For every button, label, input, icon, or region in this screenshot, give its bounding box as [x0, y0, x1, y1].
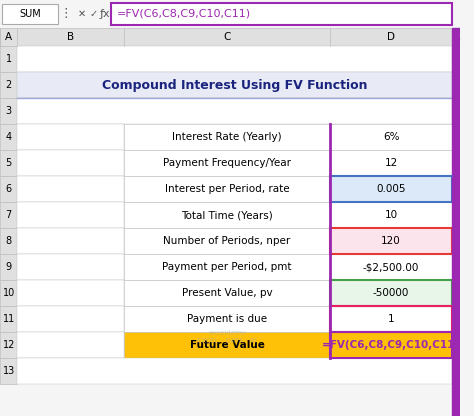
Bar [18, 46, 452, 72]
Bar [330, 280, 452, 306]
Text: 120: 120 [381, 236, 401, 246]
Bar [18, 332, 124, 358]
Bar [18, 72, 452, 98]
Text: Future Value: Future Value [190, 340, 264, 350]
Text: -50000: -50000 [373, 288, 409, 298]
Bar [0, 98, 18, 124]
Bar [330, 306, 452, 332]
Bar [330, 228, 452, 254]
Text: Interest Rate (Yearly): Interest Rate (Yearly) [172, 132, 282, 142]
Text: 6: 6 [6, 184, 12, 194]
Text: 6%: 6% [383, 132, 399, 142]
Text: 0.005: 0.005 [376, 184, 406, 194]
Text: Interest per Period, rate: Interest per Period, rate [165, 184, 290, 194]
Bar [330, 150, 452, 176]
Bar [330, 306, 452, 332]
Bar [110, 3, 452, 25]
Bar [0, 46, 18, 72]
Bar [18, 124, 124, 150]
Bar [124, 254, 330, 280]
Text: 9: 9 [6, 262, 12, 272]
Text: 1: 1 [6, 54, 12, 64]
Text: 4: 4 [6, 132, 12, 142]
Text: ✕: ✕ [77, 9, 86, 19]
Bar [452, 28, 460, 416]
Text: 12: 12 [384, 158, 398, 168]
Bar [0, 202, 18, 228]
Bar [18, 280, 124, 306]
Bar [0, 332, 18, 358]
Text: 7: 7 [6, 210, 12, 220]
Text: 11: 11 [3, 314, 15, 324]
Text: A: A [5, 32, 12, 42]
Bar [0, 28, 460, 46]
Text: Present Value, pv: Present Value, pv [182, 288, 273, 298]
Bar [0, 124, 18, 150]
Bar [330, 124, 452, 150]
Text: 10: 10 [384, 210, 398, 220]
Bar [330, 176, 452, 202]
Bar [18, 176, 124, 202]
Bar [0, 254, 18, 280]
Bar [124, 306, 330, 332]
Bar [18, 202, 124, 228]
Text: C: C [223, 32, 231, 42]
Text: 3: 3 [6, 106, 12, 116]
Bar [18, 150, 124, 176]
Bar [124, 332, 330, 358]
Text: Compound Interest Using FV Function: Compound Interest Using FV Function [102, 79, 367, 92]
Text: ⋮: ⋮ [60, 7, 72, 20]
Text: 2: 2 [6, 80, 12, 90]
Bar [0, 280, 18, 306]
Bar [330, 254, 452, 280]
Bar [330, 332, 452, 358]
Text: 12: 12 [2, 340, 15, 350]
Text: D: D [387, 32, 395, 42]
Bar [0, 0, 460, 28]
Text: ƒx: ƒx [100, 9, 110, 19]
Text: ✓: ✓ [89, 9, 97, 19]
Text: Payment is due: Payment is due [187, 314, 267, 324]
Text: Number of Periods, nper: Number of Periods, nper [164, 236, 291, 246]
Bar [124, 202, 330, 228]
Text: exceldemy
EXCEL · DATA · BI: exceldemy EXCEL · DATA · BI [197, 330, 257, 344]
Bar [18, 306, 124, 332]
Text: =FV(C6,C8,C9,C10,C11): =FV(C6,C8,C9,C10,C11) [322, 340, 460, 350]
Bar [0, 176, 18, 202]
Text: 8: 8 [6, 236, 12, 246]
Bar [330, 280, 452, 306]
Text: Payment per Period, pmt: Payment per Period, pmt [162, 262, 292, 272]
Text: B: B [67, 32, 74, 42]
Bar [0, 150, 18, 176]
Text: Payment Frequency/Year: Payment Frequency/Year [163, 158, 291, 168]
Bar [124, 176, 330, 202]
Text: -$2,500.00: -$2,500.00 [363, 262, 419, 272]
Bar [330, 202, 452, 228]
Bar [330, 332, 452, 358]
Bar [18, 254, 124, 280]
Bar [0, 72, 18, 98]
Text: 10: 10 [3, 288, 15, 298]
Bar [18, 228, 124, 254]
Text: =FV(C6,C8,C9,C10,C11): =FV(C6,C8,C9,C10,C11) [117, 9, 251, 19]
Bar [0, 228, 18, 254]
Bar [124, 280, 330, 306]
Bar [0, 358, 18, 384]
Text: 1: 1 [388, 314, 394, 324]
Text: 5: 5 [6, 158, 12, 168]
Bar [124, 124, 330, 150]
Text: SUM: SUM [19, 9, 41, 19]
Bar [330, 176, 452, 202]
Bar [124, 228, 330, 254]
Text: Total Time (Years): Total Time (Years) [181, 210, 273, 220]
Bar [18, 358, 452, 384]
Bar [2, 4, 58, 24]
Bar [0, 306, 18, 332]
Bar [124, 150, 330, 176]
Text: 13: 13 [3, 366, 15, 376]
Bar [330, 228, 452, 254]
Bar [18, 98, 452, 124]
